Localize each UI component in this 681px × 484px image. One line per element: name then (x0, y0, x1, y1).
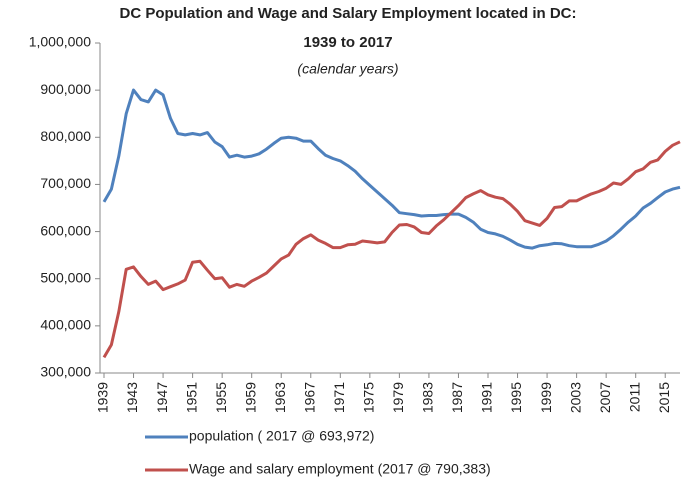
x-tick-label: 1963 (272, 382, 288, 413)
x-tick-label: 2015 (656, 382, 672, 413)
y-tick-label: 500,000 (40, 269, 91, 285)
x-tick-label: 2003 (567, 382, 583, 413)
y-tick-label: 1,000,000 (29, 34, 91, 50)
x-tick-label: 1959 (242, 382, 258, 413)
x-tick-label: 1987 (449, 382, 465, 413)
x-tick-label: 2007 (597, 382, 613, 413)
x-tick-label: 1991 (479, 382, 495, 413)
x-tick-label: 1995 (508, 382, 524, 413)
x-tick-label: 1939 (95, 382, 111, 413)
legend-label: population ( 2017 @ 693,972) (189, 428, 374, 444)
x-tick-label: 1975 (361, 382, 377, 413)
x-tick-label: 1943 (124, 382, 140, 413)
series-line (102, 140, 681, 359)
chart-subtitle: 1939 to 2017 (303, 34, 392, 51)
y-tick-label: 300,000 (40, 364, 91, 380)
x-tick-label: 1955 (213, 382, 229, 413)
y-tick-label: 600,000 (40, 222, 91, 238)
y-tick-label: 900,000 (40, 81, 91, 97)
y-tick-label: 700,000 (40, 175, 91, 191)
x-tick-label: 1951 (183, 382, 199, 413)
x-tick-label: 1983 (420, 382, 436, 413)
x-tick-label: 1999 (538, 382, 554, 413)
series-line (102, 88, 681, 250)
x-tick-label: 1967 (301, 382, 317, 413)
chart-title: DC Population and Wage and Salary Employ… (119, 5, 576, 22)
x-tick-label: 2011 (626, 382, 642, 412)
x-tick-label: 1971 (331, 382, 347, 413)
y-tick-label: 800,000 (40, 128, 91, 144)
chart-note: (calendar years) (297, 61, 398, 77)
x-tick-label: 1979 (390, 382, 406, 413)
legend-label: Wage and salary employment (2017 @ 790,3… (189, 461, 491, 477)
x-tick-label: 1947 (154, 382, 170, 413)
y-tick-label: 400,000 (40, 317, 91, 333)
